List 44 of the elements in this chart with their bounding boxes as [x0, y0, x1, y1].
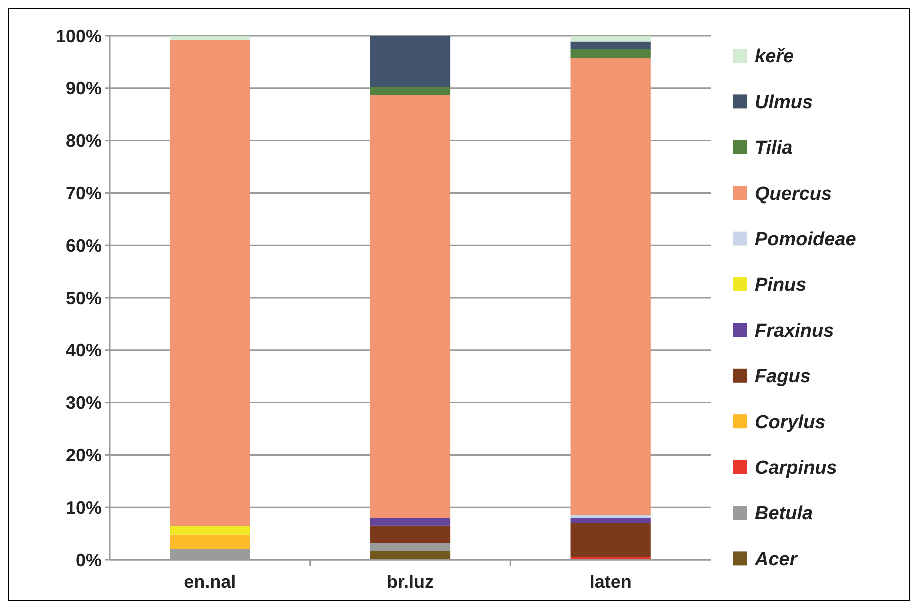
bar — [570, 49, 651, 59]
y-tick-label: 70% — [66, 184, 102, 204]
legend-label: Acer — [754, 549, 799, 570]
bar — [570, 42, 651, 50]
legend-label: keře — [755, 46, 795, 68]
legend-label: Pomoideae — [755, 229, 857, 250]
legend-label: Quercus — [755, 184, 832, 205]
y-tick-label: 20% — [66, 446, 102, 466]
bar — [170, 36, 250, 40]
y-tick-label: 40% — [66, 340, 102, 361]
legend-label: Fagus — [755, 366, 811, 388]
y-tick-label: 90% — [66, 78, 102, 99]
bar — [370, 518, 451, 526]
x-tick-label: br.luz — [386, 572, 434, 592]
legend-label: Carpinus — [755, 458, 838, 479]
bar — [570, 523, 651, 558]
y-tick-label: 30% — [66, 393, 102, 414]
bar — [170, 526, 250, 535]
bar — [570, 515, 651, 518]
bar — [370, 543, 451, 552]
x-tick-label: en.nal — [184, 572, 236, 592]
y-tick-label: 10% — [66, 498, 102, 518]
y-tick-label: 80% — [66, 131, 102, 152]
legend-label: Betula — [755, 504, 814, 525]
x-tick-label: laten — [590, 572, 632, 592]
legend-label: Pinus — [755, 275, 807, 296]
bar — [370, 551, 451, 560]
bar — [370, 36, 451, 88]
legend-label: Tilia — [755, 138, 794, 160]
y-tick-label: 50% — [66, 288, 102, 308]
y-tick-label: 60% — [66, 236, 102, 256]
bar — [170, 40, 250, 526]
bar — [170, 534, 250, 549]
bar — [570, 36, 651, 42]
bar — [570, 58, 651, 516]
bar — [570, 518, 651, 524]
legend-label: Corylus — [755, 412, 826, 434]
legend-label: Fraxinus — [755, 320, 834, 342]
bar — [370, 87, 451, 96]
y-tick-label: 0% — [76, 550, 102, 570]
bar — [370, 95, 451, 518]
bar — [370, 526, 451, 544]
y-tick-label: 100% — [56, 26, 102, 46]
legend-label: Ulmus — [755, 92, 814, 114]
